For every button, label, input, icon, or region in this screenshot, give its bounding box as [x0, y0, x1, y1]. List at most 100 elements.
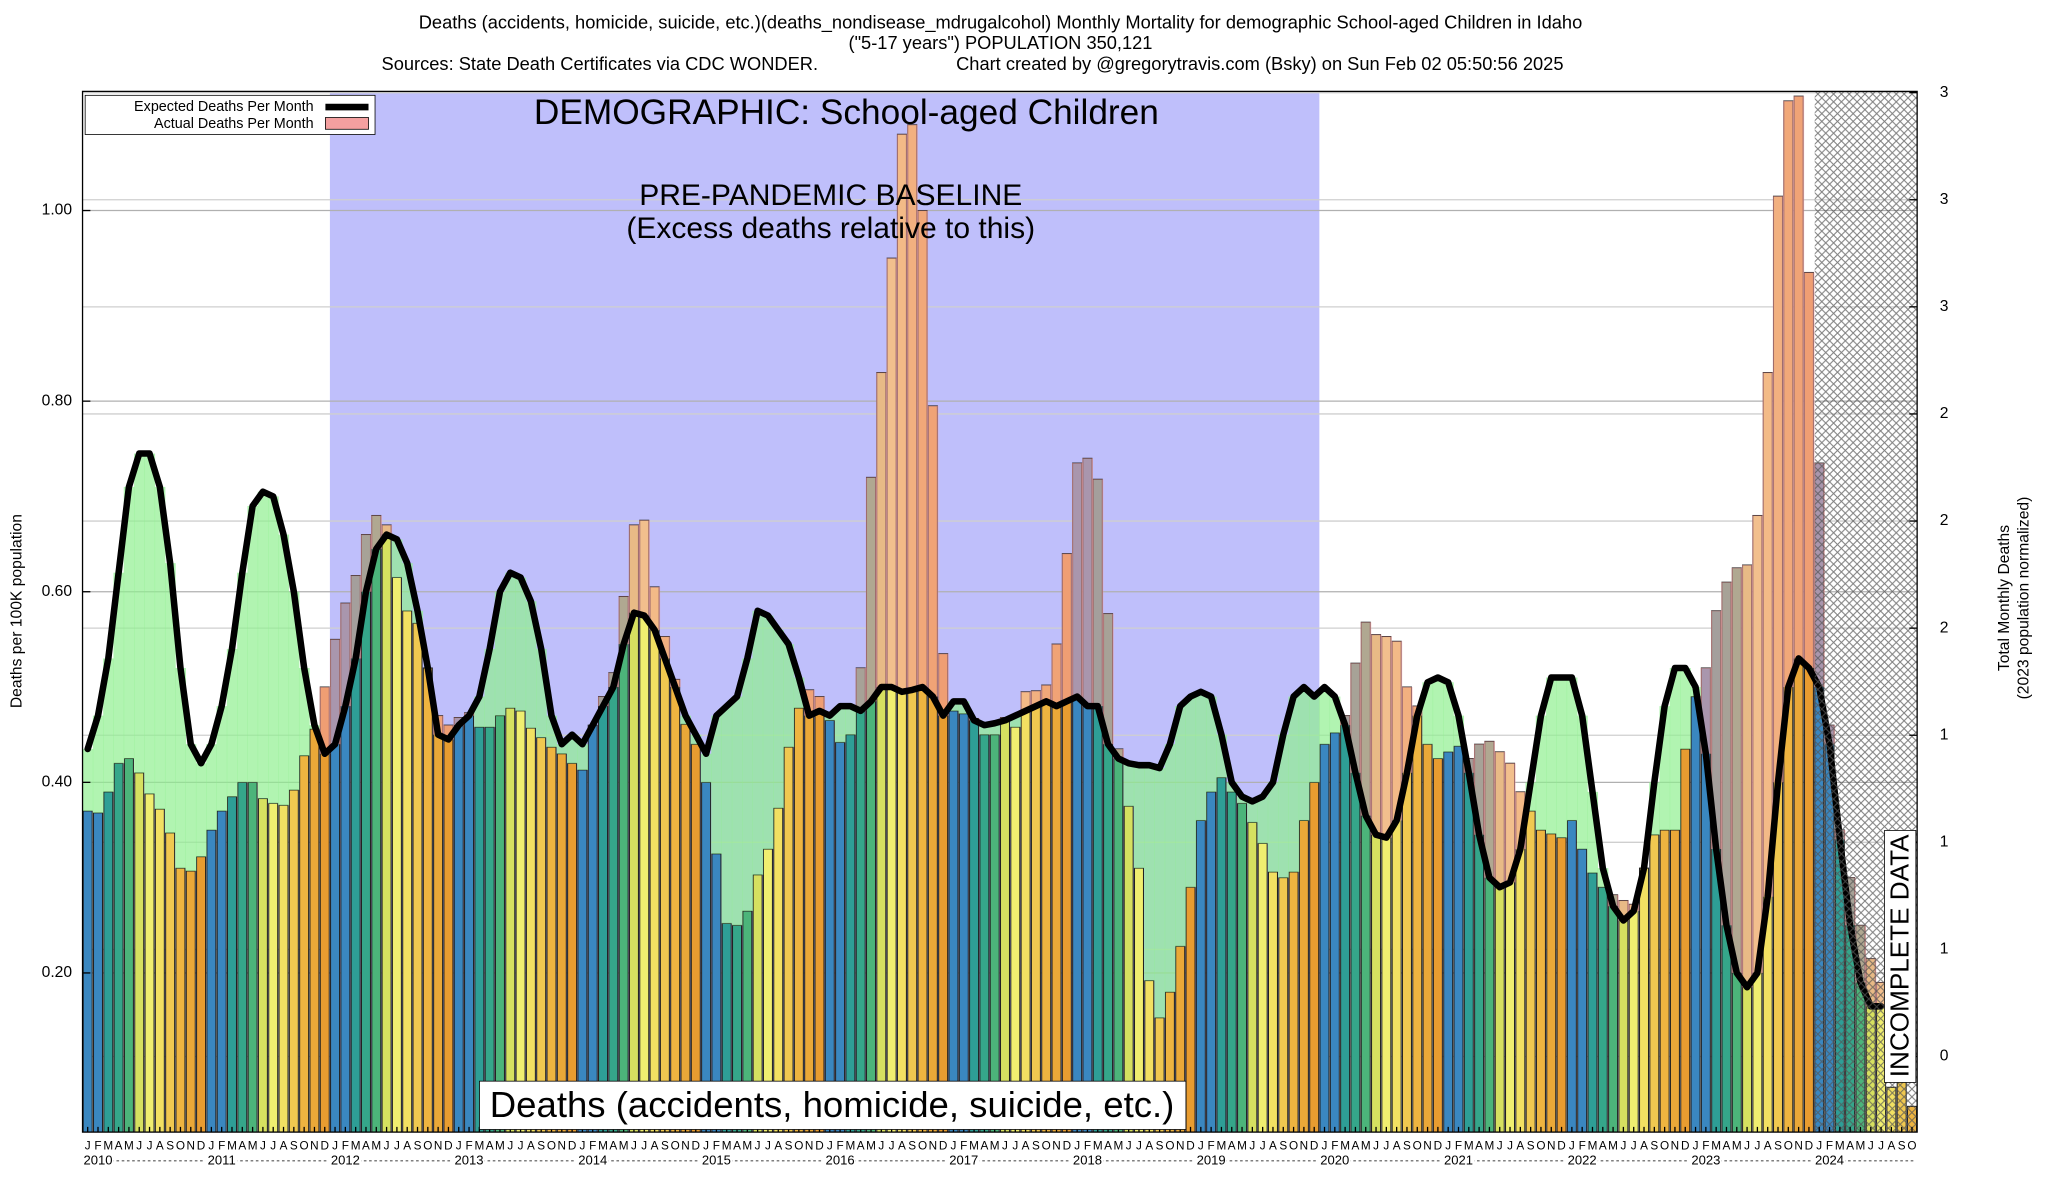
year-label: 2022: [1568, 1152, 1597, 1167]
deficit-fill: [237, 572, 248, 783]
deficit-fill: [515, 577, 527, 711]
excess-fill: [618, 596, 630, 645]
x-tick-label: A: [1269, 1140, 1277, 1153]
x-tick-label: N: [1423, 1140, 1432, 1153]
x-tick-label: J: [1693, 1140, 1699, 1153]
deficit-fill: [1288, 696, 1300, 872]
bar: [494, 715, 505, 1133]
deficit-fill: [1587, 791, 1599, 873]
x-tick-label: M: [742, 1140, 752, 1153]
x-tick-label: J: [1868, 1140, 1874, 1153]
y-tick-label: 1.00: [42, 202, 73, 219]
y2-tick-label: 3: [1940, 298, 1949, 315]
year-label: 2014: [578, 1152, 607, 1167]
x-tick-label: N: [187, 1140, 196, 1153]
excess-fill: [865, 477, 877, 702]
x-tick-label: F: [218, 1140, 225, 1153]
bar: [412, 622, 423, 1133]
deficit-fill: [783, 644, 795, 748]
bar: [278, 804, 289, 1133]
deficit-fill: [1278, 734, 1289, 878]
x-tick-label: M: [1464, 1140, 1474, 1153]
y2-tick-label: 0: [1940, 1048, 1949, 1065]
legend-swatch: [325, 117, 369, 130]
deficit-fill: [154, 486, 166, 810]
x-tick-label: A: [115, 1140, 123, 1153]
excess-fill: [1762, 372, 1774, 897]
x-tick-label: M: [598, 1140, 608, 1153]
bar: [402, 610, 413, 1133]
x-tick-label: A: [403, 1140, 411, 1153]
excess-fill: [1721, 582, 1733, 926]
x-tick-label: M: [1711, 1140, 1721, 1153]
year-label-bg: [1071, 1152, 1104, 1169]
y-tick-label: 0.40: [42, 773, 73, 790]
bar: [1340, 715, 1351, 1133]
x-tick-label: M: [248, 1140, 258, 1153]
excess-fill: [1030, 690, 1042, 707]
y-tick-label: 0.20: [42, 964, 73, 981]
bar: [618, 595, 629, 1133]
x-tick-label: N: [929, 1140, 938, 1153]
bar: [165, 832, 176, 1133]
x-tick-label: M: [845, 1140, 855, 1153]
cause-label-bg: [479, 1080, 1187, 1130]
deficit-fill: [1546, 677, 1557, 834]
bar: [680, 723, 691, 1133]
deficit-fill: [845, 706, 856, 735]
bar: [701, 781, 712, 1133]
x-tick-label: F: [589, 1140, 596, 1153]
x-tick-label: O: [918, 1140, 927, 1153]
x-tick-label: M: [1217, 1140, 1227, 1153]
deficit-fill: [268, 496, 279, 804]
x-tick-label: A: [1723, 1140, 1731, 1153]
year-label-bg: [206, 1152, 238, 1169]
x-tick-label: D: [444, 1140, 453, 1153]
bar: [1247, 821, 1258, 1133]
expected-line: [84, 450, 1885, 1010]
excess-fill: [1731, 567, 1743, 973]
deficit-fill: [989, 723, 1001, 735]
bar: [1597, 886, 1608, 1133]
x-tick-label: S: [1403, 1140, 1411, 1153]
bar: [185, 870, 196, 1133]
deficit-fill: [113, 572, 125, 764]
excess-fill: [1071, 463, 1083, 697]
x-tick-label: M: [866, 1140, 876, 1153]
bar: [82, 810, 93, 1133]
excess-fill: [1504, 763, 1516, 883]
excess-fill: [1041, 685, 1052, 702]
x-tick-label: A: [651, 1140, 659, 1153]
year-label-bg: [82, 1152, 114, 1169]
x-tick-label: M: [619, 1140, 629, 1153]
deficit-fill: [164, 563, 176, 833]
x-tick-label: D: [568, 1140, 577, 1153]
x-tick-label: A: [980, 1140, 988, 1153]
bar: [1206, 791, 1217, 1133]
excess-fill: [1515, 791, 1526, 850]
year-label: 2023: [1691, 1152, 1720, 1167]
x-tick-label: M: [1588, 1140, 1598, 1153]
excess-fill: [876, 372, 887, 688]
deficit-fill: [257, 491, 269, 799]
excess-fill: [927, 405, 939, 697]
deficit-fill: [1556, 677, 1568, 838]
bar: [1041, 684, 1052, 1133]
legend-label: Expected Deaths Per Month: [134, 99, 314, 115]
excess-fill: [1618, 900, 1629, 921]
x-tick-label: J: [136, 1140, 142, 1153]
bar: [1195, 819, 1206, 1133]
year-label: 2010: [83, 1152, 112, 1167]
deficit-fill: [752, 610, 764, 875]
deficit-fill: [1205, 696, 1217, 792]
bar: [1113, 748, 1124, 1133]
excess-fill: [1793, 96, 1805, 659]
excess-fill: [639, 520, 650, 616]
x-tick-label: S: [290, 1140, 298, 1153]
excess-fill: [319, 687, 331, 754]
deficit-fill: [1195, 691, 1207, 821]
bar: [1649, 834, 1660, 1133]
bar: [793, 707, 804, 1133]
year-label-bg: [1442, 1152, 1475, 1169]
deficit-fill: [731, 696, 743, 926]
